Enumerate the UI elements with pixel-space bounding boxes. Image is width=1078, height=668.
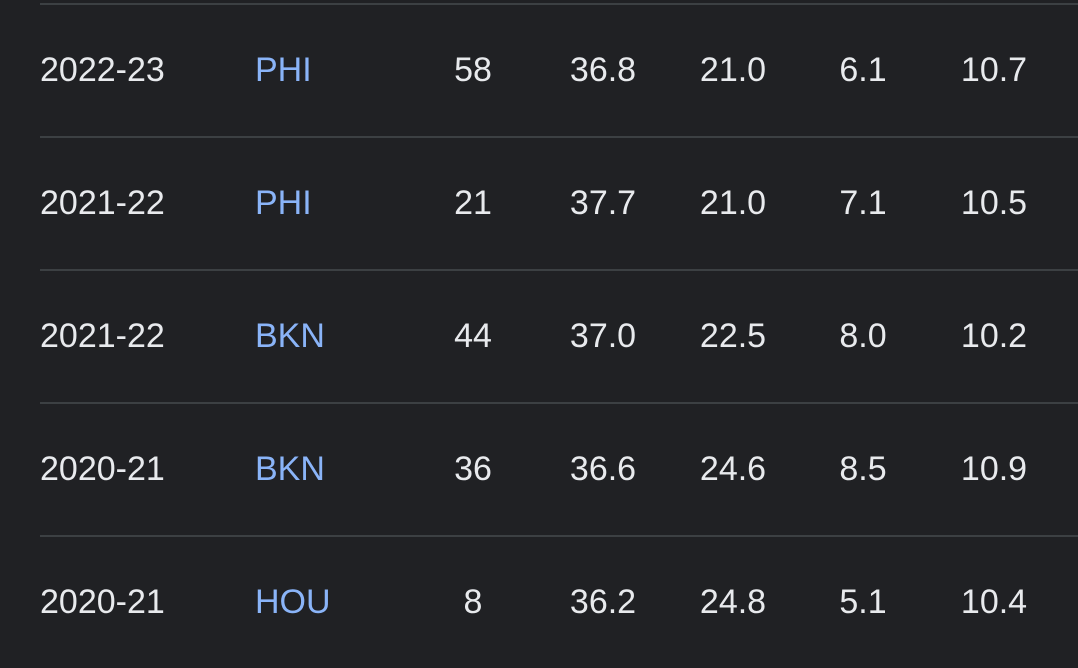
stat-cell: 24.6 — [699, 450, 767, 488]
stat-cell: 36.2 — [569, 583, 637, 621]
table-row: 2022-23 PHI 58 36.8 21.0 6.1 10.7 — [40, 3, 1078, 136]
stat-cell: 8.0 — [839, 317, 887, 355]
stat-cell: 22.5 — [699, 317, 767, 355]
stat-cell: 10.7 — [960, 51, 1028, 89]
season-cell: 2021-22 — [40, 317, 165, 355]
stat-cell: 21.0 — [699, 184, 767, 222]
team-link[interactable]: HOU — [255, 583, 331, 621]
table-row: 2021-22 BKN 44 37.0 22.5 8.0 10.2 — [40, 269, 1078, 402]
stat-cell: 36.8 — [569, 51, 637, 89]
season-cell: 2021-22 — [40, 184, 165, 222]
stat-cell: 36.6 — [569, 450, 637, 488]
stat-cell: 58 — [454, 51, 492, 89]
stat-cell: 21 — [454, 184, 492, 222]
team-link[interactable]: BKN — [255, 317, 325, 355]
table-row: 2020-21 HOU 8 36.2 24.8 5.1 10.4 — [40, 535, 1078, 668]
stat-cell: 10.9 — [960, 450, 1028, 488]
stat-cell: 6.1 — [839, 51, 887, 89]
table-row: 2021-22 PHI 21 37.7 21.0 7.1 10.5 — [40, 136, 1078, 269]
stat-cell: 24.8 — [699, 583, 767, 621]
stat-cell: 5.1 — [839, 583, 887, 621]
team-link[interactable]: BKN — [255, 450, 325, 488]
team-link[interactable]: PHI — [255, 51, 312, 89]
stat-cell: 8.5 — [839, 450, 887, 488]
stat-cell: 21.0 — [699, 51, 767, 89]
stat-cell: 7.1 — [839, 184, 887, 222]
season-cell: 2020-21 — [40, 583, 165, 621]
stat-cell: 36 — [454, 450, 492, 488]
stat-cell: 37.0 — [569, 317, 637, 355]
stat-cell: 10.4 — [960, 583, 1028, 621]
season-cell: 2022-23 — [40, 51, 165, 89]
stat-cell: 10.2 — [960, 317, 1028, 355]
season-stats-table: 2022-23 PHI 58 36.8 21.0 6.1 10.7 2021-22 PHI 21 3… — [40, 3, 1078, 668]
team-link[interactable]: PHI — [255, 184, 312, 222]
stat-cell: 10.5 — [960, 184, 1028, 222]
stat-cell: 37.7 — [569, 184, 637, 222]
table-row: 2020-21 BKN 36 36.6 24.6 8.5 10.9 — [40, 402, 1078, 535]
stat-cell: 8 — [463, 583, 483, 621]
stat-cell: 44 — [454, 317, 492, 355]
season-cell: 2020-21 — [40, 450, 165, 488]
